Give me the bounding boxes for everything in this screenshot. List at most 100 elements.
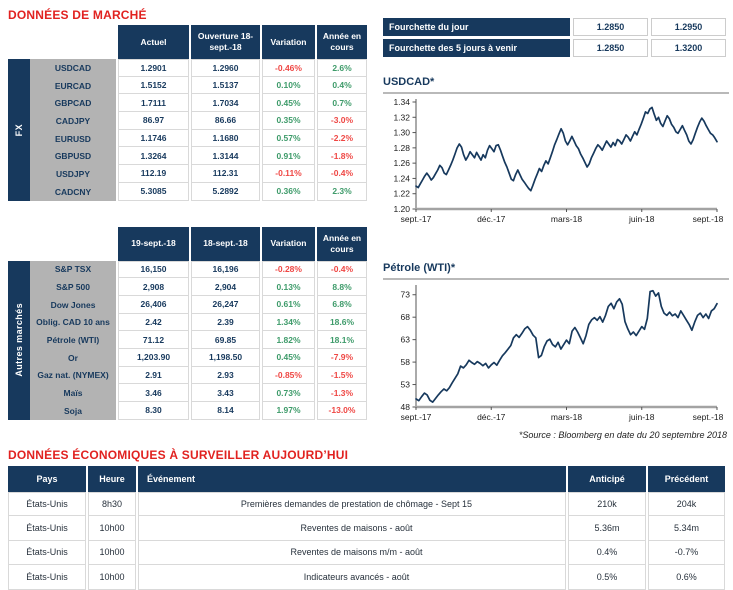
other-markets-table: 19-sept.-18 18-sept.-18 Variation Année … [8,226,370,420]
market-row-label: Soja [30,402,116,420]
econ-row-time: 10h00 [88,516,136,541]
fx-table-row: CADJPY 86.97 86.66 0.35% -3.0% [30,112,370,130]
fx-header-spacer [8,25,116,59]
economic-table-row: États-Unis 10h00 Reventes de maisons m/m… [8,540,727,566]
fx-table-row: EURUSD 1.1746 1.1680 0.57% -2.2% [30,129,370,148]
svg-text:juin-18: juin-18 [628,214,655,224]
econ-row-previous: 5.34m [648,516,725,541]
economic-table-row: États-Unis 10h00 Indicateurs avancés - a… [8,565,727,590]
svg-text:1.30: 1.30 [393,128,410,138]
fx-table-header: Actuel Ouverture 18-sept.-18 Variation A… [8,25,370,59]
other-markets-table-row: Oblig. CAD 10 ans 2.42 2.39 1.34% 18.6% [30,313,370,332]
svg-text:1.34: 1.34 [393,97,410,107]
fx-row-current: 5.3085 [118,182,189,201]
fx-row-open: 5.2892 [191,182,260,201]
fx-row-variation: 0.10% [262,76,315,95]
market-row-open: 8.14 [191,402,260,420]
fx-row-ytd: -2.2% [317,129,367,148]
wti-chart: 48 53 58 63 68 73 sept.-17 déc.-17 mars-18 juin-1… [401,285,724,422]
fx-row-current: 1.7111 [118,94,189,113]
market-row-current: 3.46 [118,384,189,402]
market-row-variation: -0.85% [262,366,315,385]
economic-table-row: États-Unis 8h30 Premières demandes de pr… [8,492,727,517]
market-row-label: Or [30,348,116,367]
market-row-label: Maïs [30,384,116,402]
econ-row-time: 8h30 [88,492,136,517]
market-row-ytd: -0.4% [317,260,367,279]
svg-text:48: 48 [401,402,411,412]
market-row-ytd: -1.5% [317,366,367,385]
economic-data-title: DONNÉES ÉCONOMIQUES À SURVEILLER AUJOURD… [8,448,349,462]
svg-text:58: 58 [401,357,411,367]
economic-table: Pays Heure Événement Anticipé Précédent … [8,466,727,590]
econ-header-time: Heure [88,466,136,492]
other-markets-table-row: S&P 500 2,908 2,904 0.13% 8.8% [30,278,370,296]
market-row-variation: 0.45% [262,348,315,367]
market-row-ytd: -1.3% [317,384,367,402]
charts-section: Fourchette du jour 1.2850 1.2950 Fourche… [383,18,729,440]
other-markets-table-row: Pétrole (WTI) 71.12 69.85 1.82% 18.1% [30,331,370,349]
other-markets-table-row: S&P TSX 16,150 16,196 -0.28% -0.4% [30,260,370,279]
svg-text:73: 73 [401,290,411,300]
svg-text:1.24: 1.24 [393,173,410,183]
range-row-label: Fourchette du jour [383,18,570,36]
fx-header-variation: Variation [262,25,315,59]
fx-row-current: 1.2901 [118,59,189,77]
other-markets-header-variation: Variation [262,226,315,261]
econ-row-expected: 0.4% [568,540,646,566]
svg-text:68: 68 [401,312,411,322]
market-row-open: 16,196 [191,260,260,279]
other-markets-group-label: Autres marchés [14,303,24,377]
econ-row-previous: -0.7% [648,540,725,566]
usdcad-chart: 1.20 1.22 1.24 1.26 1.28 1.30 1.32 1.34 sept.-17… [393,97,724,224]
market-row-label: Gaz nat. (NYMEX) [30,366,116,385]
econ-header-expected: Anticipé [568,466,646,492]
svg-text:1.26: 1.26 [393,158,410,168]
fx-row-ytd: -3.0% [317,112,367,130]
economic-table-header: Pays Heure Événement Anticipé Précédent [8,466,727,492]
fx-row-current: 1.3264 [118,147,189,166]
fx-row-open: 112.31 [191,165,260,183]
fx-row-variation: 0.91% [262,147,315,166]
svg-text:sept.-17: sept.-17 [401,214,432,224]
econ-row-expected: 5.36m [568,516,646,541]
fx-row-ytd: 0.7% [317,94,367,113]
other-markets-header-ytd: Année en cours [317,226,367,261]
market-row-open: 3.43 [191,384,260,402]
svg-text:1.22: 1.22 [393,189,410,199]
econ-header-country: Pays [8,466,86,492]
other-markets-table-row: Soja 8.30 8.14 1.97% -13.0% [30,402,370,420]
other-markets-table-row: Or 1,203.90 1,198.50 0.45% -7.9% [30,348,370,367]
market-row-variation: 1.34% [262,313,315,332]
fx-row-label: CADCNY [30,182,116,201]
range-row-high: 1.3200 [651,39,726,57]
wti-chart-title: Pétrole (WTI)* [383,262,729,280]
fx-row-variation: -0.46% [262,59,315,77]
market-row-label: S&P 500 [30,278,116,296]
svg-text:sept.-17: sept.-17 [401,412,432,422]
market-row-label: S&P TSX [30,260,116,279]
fx-row-open: 1.7034 [191,94,260,113]
fx-row-label: CADJPY [30,112,116,130]
econ-row-previous: 204k [648,492,725,517]
econ-row-event: Reventes de maisons - août [138,516,566,541]
econ-row-country: États-Unis [8,492,86,517]
fx-row-ytd: 2.6% [317,59,367,77]
svg-text:sept.-18: sept.-18 [693,412,724,422]
economic-data-section: DONNÉES ÉCONOMIQUES À SURVEILLER AUJOURD… [8,448,727,590]
market-row-current: 8.30 [118,402,189,420]
market-row-ytd: -7.9% [317,348,367,367]
econ-row-country: États-Unis [8,516,86,541]
fx-row-label: USDJPY [30,165,116,183]
svg-text:sept.-18: sept.-18 [693,214,724,224]
econ-row-country: États-Unis [8,565,86,590]
source-note: *Source : Bloomberg en date du 20 septem… [518,430,727,440]
fx-table-row: GBPCAD 1.7111 1.7034 0.45% 0.7% [30,94,370,113]
range-row: Fourchette du jour 1.2850 1.2950 [383,18,729,36]
fx-row-current: 1.5152 [118,76,189,95]
market-row-current: 1,203.90 [118,348,189,367]
market-row-ytd: -13.0% [317,402,367,420]
market-row-current: 26,406 [118,295,189,314]
fx-header-open: Ouverture 18-sept.-18 [191,25,260,59]
range-row-low: 1.2850 [573,18,648,36]
